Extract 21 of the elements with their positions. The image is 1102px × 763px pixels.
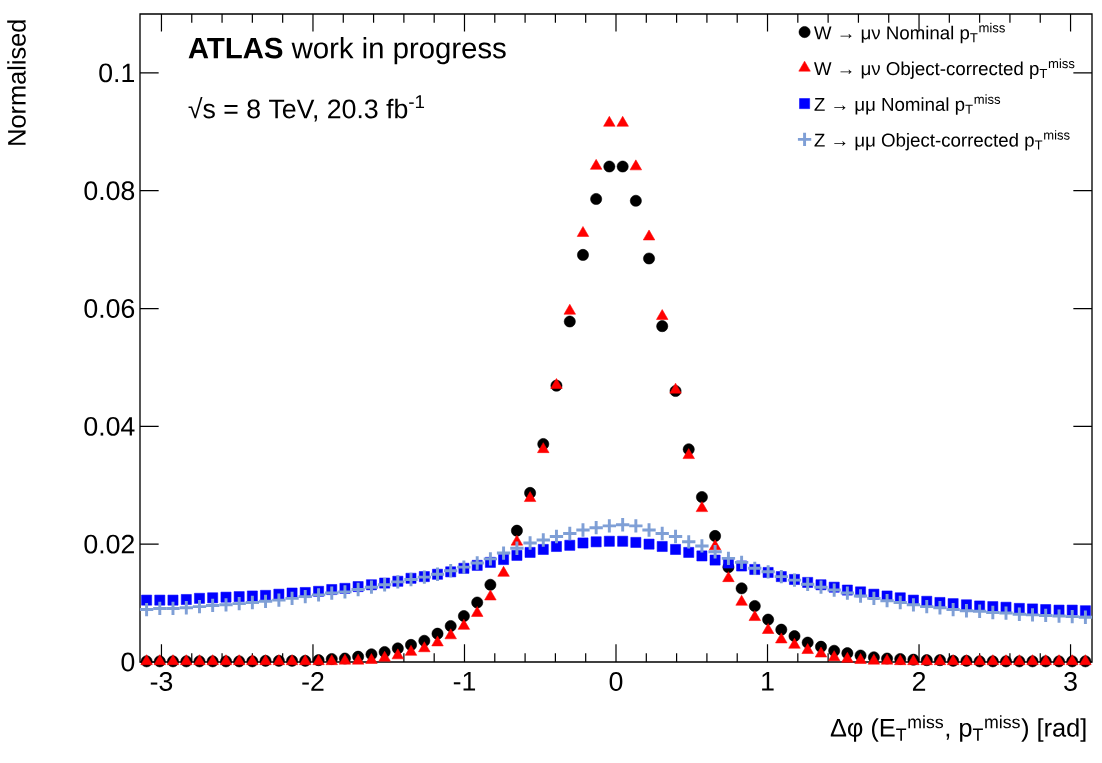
x-tick-label: 0: [609, 672, 623, 691]
legend-label: Z → μμ Nominal p$_{T}$miss: [814, 94, 1001, 115]
x-tick-label: 2: [912, 672, 926, 691]
annotation: √s = 8 TeV, 20.3 fb$^{-1}$: [188, 95, 425, 122]
y-tick-label: 0.04: [84, 416, 135, 436]
y-tick-label: 0.02: [84, 534, 134, 554]
annotation: ATLAS work in progress: [188, 36, 506, 65]
y-tick-label: 0.06: [84, 299, 135, 318]
x-axis-title: Δφ (E$_{T}$$^{miss}$, p$_{T}$$^{miss}$) [rad]: [830, 715, 1086, 742]
x-tick-label: -1: [453, 672, 476, 691]
x-tick-label: -2: [302, 672, 324, 691]
x-tick-label: 3: [1064, 672, 1077, 691]
x-tick-label: -3: [150, 672, 173, 691]
legend-label: W → μν Nominal p$_{T}$miss: [813, 22, 1005, 44]
x-tick-label: 1: [762, 672, 774, 691]
y-tick-label: 0: [121, 652, 135, 672]
y-tick-label: 0.08: [84, 181, 135, 201]
legend-label: Z → μμ Object-corrected p$_{T}$miss: [814, 130, 1070, 151]
y-tick-label: 0.1: [99, 63, 134, 83]
y-axis-title: Normalised: [7, 20, 26, 145]
legend-label: W → μν Object-corrected p$_{T}$miss: [813, 58, 1075, 79]
